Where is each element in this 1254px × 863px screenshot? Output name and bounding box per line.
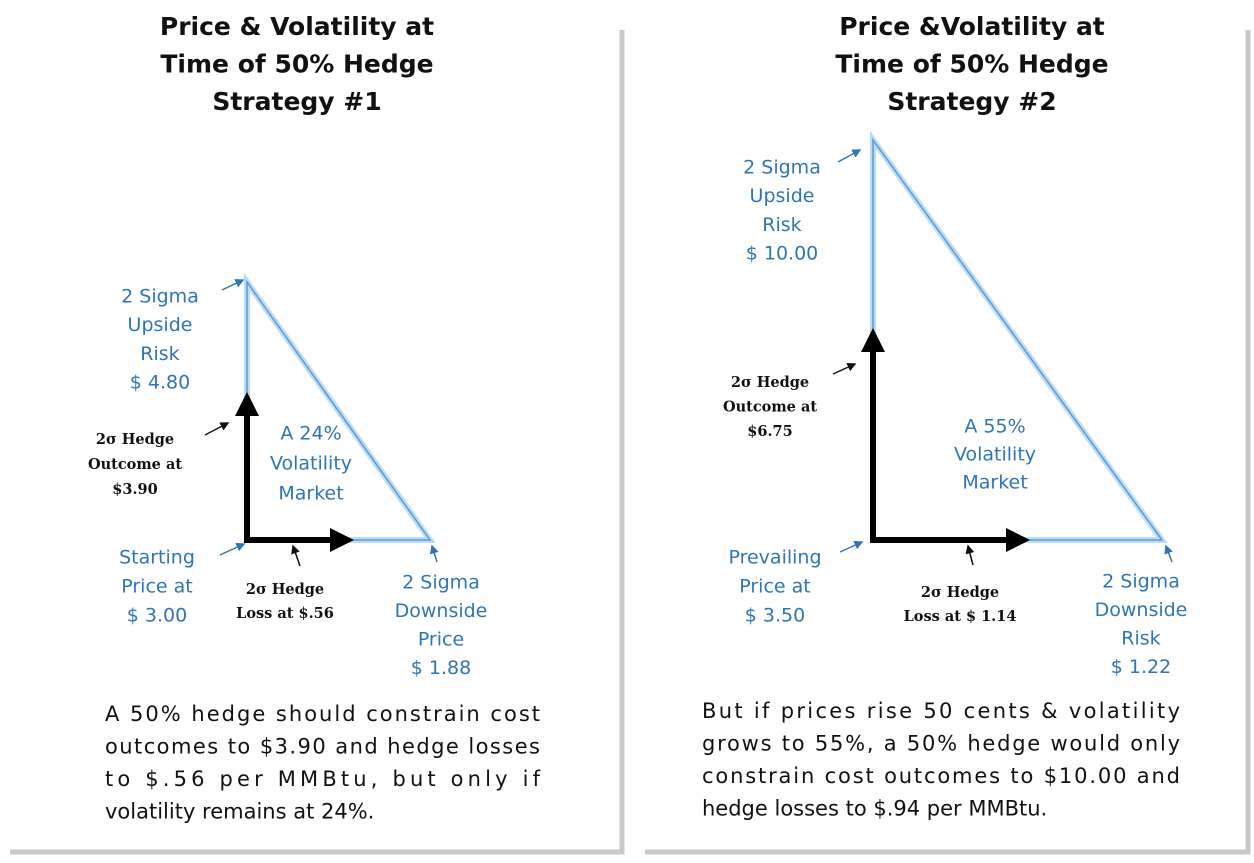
market-label: Market bbox=[278, 483, 343, 505]
pointer-arrow bbox=[219, 543, 246, 556]
downside-label: Downside bbox=[1095, 599, 1188, 621]
outcome-label: 2σ Hedge bbox=[731, 374, 809, 391]
pointer-arrow bbox=[204, 422, 230, 436]
outcome-label: Outcome at bbox=[88, 456, 182, 473]
loss-label: Loss at $ 1.14 bbox=[904, 608, 1017, 625]
pointer-arrow bbox=[221, 279, 245, 291]
upside-label: Risk bbox=[140, 343, 179, 365]
upside-label: Upside bbox=[750, 185, 815, 207]
outcome-label: Outcome at bbox=[723, 399, 817, 416]
upside-label: $ 4.80 bbox=[130, 372, 190, 394]
panel-shadow bbox=[10, 30, 625, 855]
caption-line: outcomes to $3.90 and hedge losses bbox=[105, 735, 540, 759]
downside-label: Risk bbox=[1121, 628, 1160, 650]
market-label: A 24% bbox=[280, 423, 341, 445]
pointer-arrow bbox=[965, 544, 975, 566]
downside-label: 2 Sigma bbox=[402, 572, 480, 594]
panel-title: Strategy #2 bbox=[887, 87, 1056, 116]
outcome-label: $6.75 bbox=[747, 423, 792, 440]
upside-label: Risk bbox=[762, 214, 801, 236]
downside-label: Downside bbox=[395, 600, 488, 622]
caption-line: A 50% hedge should constrain cost bbox=[105, 702, 540, 726]
pointer-arrow bbox=[429, 544, 439, 563]
panel-shadow bbox=[645, 30, 1251, 855]
pointer-arrow bbox=[839, 541, 864, 553]
start-label: Prevailing bbox=[728, 547, 821, 569]
start-label: $ 3.00 bbox=[127, 605, 187, 627]
loss-label: 2σ Hedge bbox=[921, 584, 999, 601]
upside-label: $ 10.00 bbox=[746, 243, 819, 265]
panel-title: Price & Volatility at bbox=[160, 12, 434, 41]
market-label: Volatility bbox=[270, 453, 352, 475]
pointer-arrow bbox=[1164, 544, 1173, 563]
panel bbox=[0, 0, 622, 852]
panel-title: Time of 50% Hedge bbox=[160, 50, 433, 79]
upside-label: 2 Sigma bbox=[743, 157, 821, 179]
downside-label: $ 1.88 bbox=[411, 657, 471, 679]
panel-title: Strategy #1 bbox=[212, 87, 381, 116]
market-label: A 55% bbox=[964, 416, 1025, 438]
start-label: $ 3.50 bbox=[745, 605, 805, 627]
caption-line: volatility remains at 24%. bbox=[105, 800, 374, 824]
loss-label: 2σ Hedge bbox=[246, 581, 324, 598]
panel bbox=[640, 0, 1248, 852]
panel-title: Time of 50% Hedge bbox=[835, 50, 1108, 79]
caption-line: to $.56 per MMBtu, but only if bbox=[105, 767, 541, 791]
market-label: Market bbox=[962, 472, 1027, 494]
upside-label: 2 Sigma bbox=[121, 286, 199, 308]
pointer-arrow bbox=[832, 363, 857, 375]
caption-line: grows to 55%, a 50% hedge would only bbox=[702, 732, 1180, 756]
upside-label: Upside bbox=[128, 314, 193, 336]
outcome-label: $3.90 bbox=[112, 481, 157, 498]
pointer-arrow bbox=[291, 544, 301, 567]
pointer-arrow bbox=[837, 149, 862, 163]
panel-title: Price &Volatility at bbox=[839, 12, 1105, 41]
market-label: Volatility bbox=[954, 444, 1036, 466]
caption-line: constrain cost outcomes to $10.00 and bbox=[702, 764, 1180, 788]
caption-line: hedge losses to $.94 per MMBtu. bbox=[702, 797, 1047, 821]
downside-label: 2 Sigma bbox=[1102, 571, 1180, 593]
outcome-label: 2σ Hedge bbox=[96, 431, 174, 448]
start-label: Starting bbox=[119, 547, 195, 569]
start-label: Price at bbox=[121, 576, 192, 598]
loss-label: Loss at $.56 bbox=[236, 605, 334, 622]
start-label: Price at bbox=[739, 576, 810, 598]
downside-label: $ 1.22 bbox=[1111, 656, 1171, 678]
caption-line: But if prices rise 50 cents & volatility bbox=[702, 699, 1180, 723]
downside-label: Price bbox=[418, 629, 464, 651]
